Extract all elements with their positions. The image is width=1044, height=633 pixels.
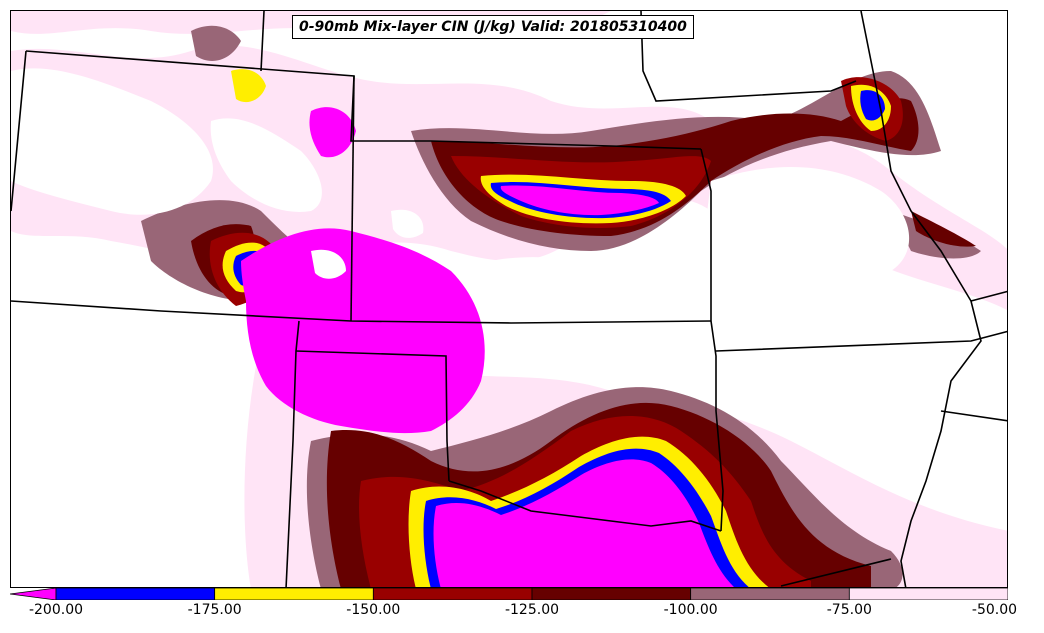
colorbar-bin-0 (55, 588, 216, 600)
colorbar (10, 588, 1008, 600)
colorbar-extend-arrow (10, 588, 57, 600)
colorbar-bin-2 (372, 588, 533, 600)
colorbar-bin-1 (214, 588, 374, 600)
colorbar-tick-label: -100.00 (663, 602, 718, 618)
colorbar-bin-4 (690, 588, 850, 600)
colorbar-tick-label: -50.00 (971, 602, 1018, 618)
cin-field-clear (11, 68, 910, 361)
colorbar-tick-label: -200.00 (28, 602, 84, 618)
colorbar-bin-3 (531, 588, 692, 600)
colorbar-tick-label: -175.00 (187, 602, 242, 618)
map-panel (10, 10, 1008, 588)
cin-field-magenta (241, 107, 735, 587)
map-title: 0-90mb Mix-layer CIN (J/kg) Valid: 20180… (292, 15, 694, 39)
colorbar-tick-label: -75.00 (826, 602, 872, 618)
cin-map (11, 11, 1007, 587)
colorbar-bin-5 (848, 588, 1008, 600)
colorbar-tick-label: -125.00 (504, 602, 560, 618)
colorbar-tick-label: -150.00 (346, 602, 401, 618)
state-boundaries (11, 11, 1007, 587)
